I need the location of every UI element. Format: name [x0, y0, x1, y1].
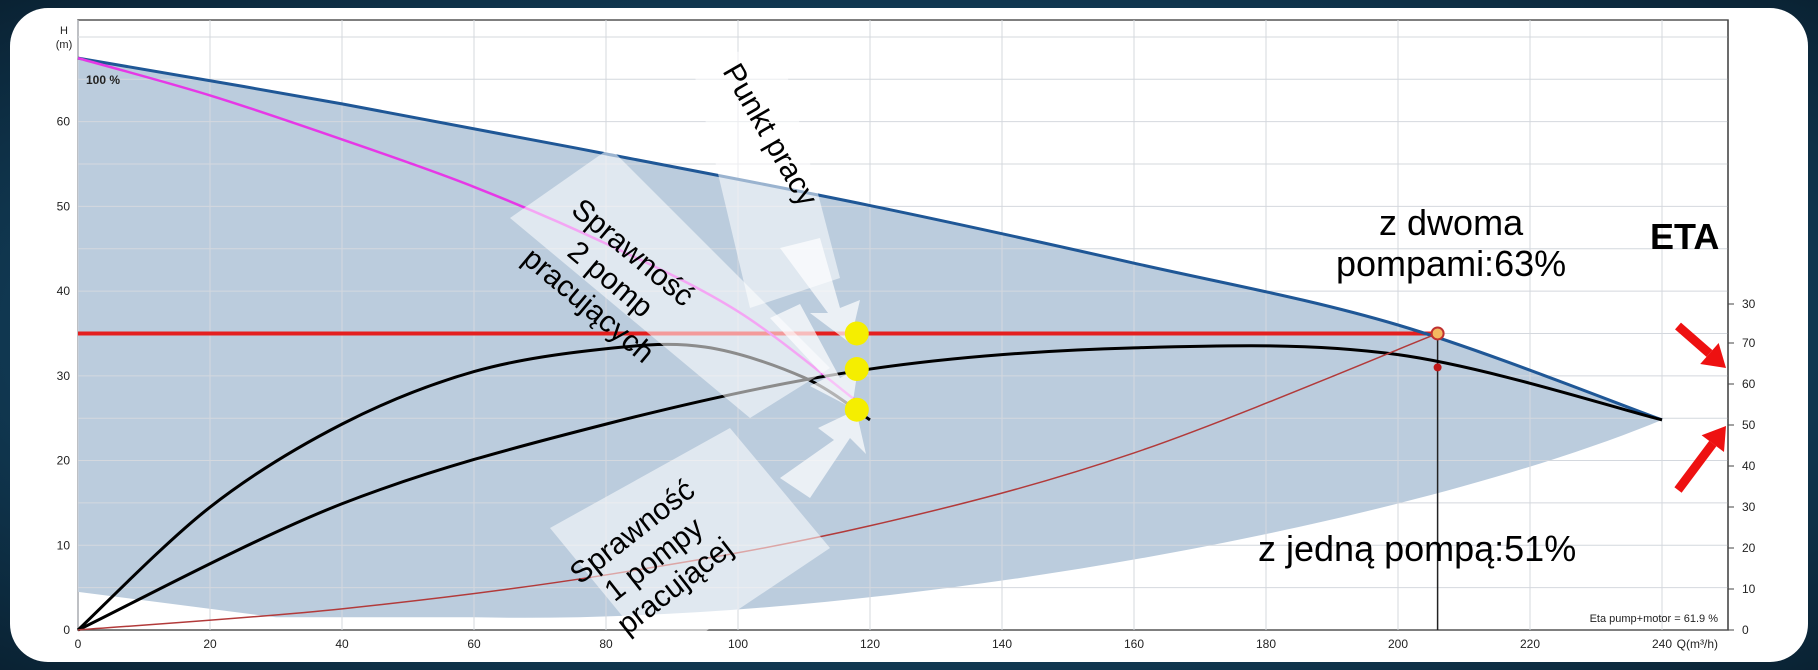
secondary-tick-label: 30 [1742, 297, 1756, 311]
x-tick-label: 240 [1652, 637, 1672, 651]
x-tick-label: 180 [1256, 637, 1276, 651]
y-axis-label: (m) [56, 39, 73, 51]
secondary-tick-label: 50 [1742, 418, 1756, 432]
y-axis-label: H [60, 25, 68, 37]
yellow-marker [844, 397, 869, 422]
annotation-eta: ETA [1650, 216, 1720, 257]
secondary-tick-label: 70 [1742, 336, 1756, 350]
x-tick-label: 160 [1124, 637, 1144, 651]
y-tick-label: 60 [57, 115, 71, 129]
x-axis-label: Q(m³/h) [1677, 637, 1718, 651]
callout-arrow-punkt-pracy [780, 238, 860, 343]
secondary-tick-label: 30 [1742, 500, 1756, 514]
x-tick-label: 0 [75, 637, 82, 651]
operating-point-marker [1430, 326, 1445, 341]
eta-arrow-lower [1674, 426, 1726, 493]
y-tick-label: 10 [57, 538, 71, 552]
pump-curve-chart: 0 20 40 60 80 100 120 140 160 180 200 220 2400102030… [56, 19, 1756, 662]
x-tick-label: 140 [992, 637, 1012, 651]
secondary-tick-label: 40 [1742, 459, 1756, 473]
x-tick-label: 120 [860, 637, 880, 651]
yellow-marker [844, 321, 869, 346]
x-tick-label: 80 [599, 637, 613, 651]
operating-eta-marker [1433, 363, 1442, 372]
callout-band-sprawnosc-1 [550, 428, 830, 662]
x-tick-label: 100 [728, 637, 748, 651]
y-tick-label: 20 [57, 454, 71, 468]
x-tick-label: 40 [335, 637, 349, 651]
series-curve-max [77, 56, 1663, 422]
max-speed-label: 100 % [86, 73, 120, 87]
callout-arrow-sprawnosc-2 [770, 304, 858, 408]
y-tick-label: 40 [57, 284, 71, 298]
eta-arrow-lower-shaft [1674, 440, 1717, 493]
eta-arrow-upper-shaft [1675, 322, 1713, 357]
secondary-tick-label: 10 [1742, 582, 1756, 596]
secondary-tick-label: 60 [1742, 377, 1756, 391]
x-tick-label: 60 [467, 637, 481, 651]
secondary-tick-label: 0 [1742, 623, 1749, 637]
y-tick-label: 50 [57, 199, 71, 213]
slide-frame: 0 20 40 60 80 100 120 140 160 180 200 220 240 0 10 20 30… [10, 8, 1808, 662]
annotation-z-jedna-pompa: z jedną pompą:51% [1258, 528, 1577, 569]
x-tick-label: 220 [1520, 637, 1540, 651]
eta-footer-label: Eta pump+motor = 61.9 % [1590, 613, 1719, 625]
y-tick-label: 0 [63, 623, 70, 637]
annotation-z-dwoma-pompami: z dwoma pompami:63% [1336, 202, 1567, 285]
series-eta-double [77, 344, 1663, 632]
callout-band-sprawnosc-2 [510, 148, 830, 418]
x-tick-label: 200 [1388, 637, 1408, 651]
y-tick-label: 30 [57, 369, 71, 383]
eta-arrow-upper-head [1700, 342, 1726, 368]
eta-arrow-lower-head [1701, 426, 1726, 452]
x-tick-label: 20 [203, 637, 217, 651]
callout-arrow-sprawnosc-1 [780, 410, 866, 498]
secondary-tick-label: 20 [1742, 541, 1756, 555]
eta-arrow-upper [1675, 322, 1726, 368]
yellow-marker [844, 357, 869, 382]
